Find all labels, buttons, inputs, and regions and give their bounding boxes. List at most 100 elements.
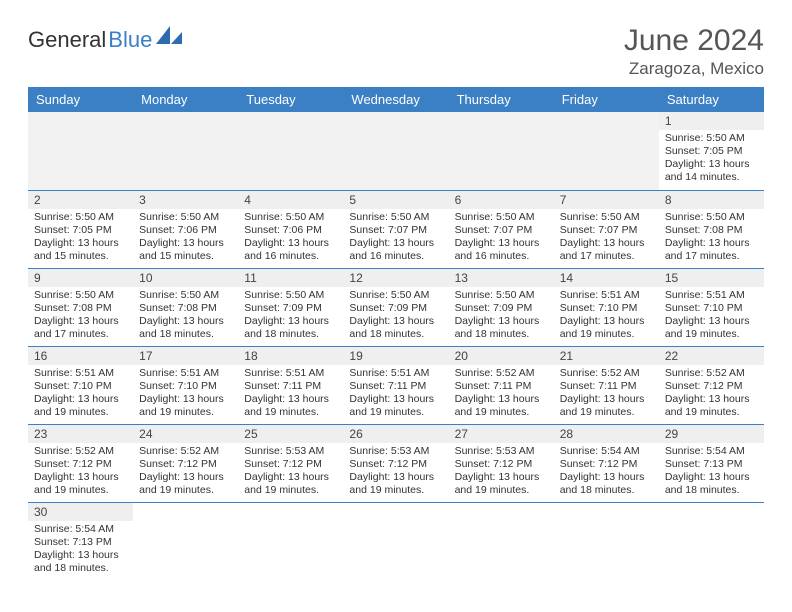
calendar-cell — [28, 112, 133, 190]
calendar-cell: 13Sunrise: 5:50 AMSunset: 7:09 PMDayligh… — [449, 268, 554, 346]
brand-logo: GeneralBlue — [28, 24, 182, 56]
calendar-row: 23Sunrise: 5:52 AMSunset: 7:12 PMDayligh… — [28, 424, 764, 502]
day-number: 25 — [238, 425, 343, 443]
day-details: Sunrise: 5:54 AMSunset: 7:13 PMDaylight:… — [659, 443, 764, 502]
calendar-cell — [449, 502, 554, 580]
col-monday: Monday — [133, 87, 238, 112]
calendar-cell — [554, 112, 659, 190]
day-number: 24 — [133, 425, 238, 443]
day-details: Sunrise: 5:50 AMSunset: 7:07 PMDaylight:… — [343, 209, 448, 268]
col-wednesday: Wednesday — [343, 87, 448, 112]
calendar-cell — [343, 112, 448, 190]
day-number: 21 — [554, 347, 659, 365]
brand-part1: General — [28, 27, 106, 53]
calendar-cell: 1Sunrise: 5:50 AMSunset: 7:05 PMDaylight… — [659, 112, 764, 190]
day-details: Sunrise: 5:52 AMSunset: 7:12 PMDaylight:… — [659, 365, 764, 424]
calendar-table: Sunday Monday Tuesday Wednesday Thursday… — [28, 87, 764, 580]
day-details: Sunrise: 5:50 AMSunset: 7:09 PMDaylight:… — [238, 287, 343, 346]
day-number: 9 — [28, 269, 133, 287]
calendar-cell: 14Sunrise: 5:51 AMSunset: 7:10 PMDayligh… — [554, 268, 659, 346]
calendar-cell: 2Sunrise: 5:50 AMSunset: 7:05 PMDaylight… — [28, 190, 133, 268]
day-details: Sunrise: 5:50 AMSunset: 7:07 PMDaylight:… — [449, 209, 554, 268]
day-number: 30 — [28, 503, 133, 521]
calendar-cell — [133, 502, 238, 580]
calendar-cell: 12Sunrise: 5:50 AMSunset: 7:09 PMDayligh… — [343, 268, 448, 346]
calendar-cell: 15Sunrise: 5:51 AMSunset: 7:10 PMDayligh… — [659, 268, 764, 346]
calendar-cell: 29Sunrise: 5:54 AMSunset: 7:13 PMDayligh… — [659, 424, 764, 502]
day-number: 13 — [449, 269, 554, 287]
day-details: Sunrise: 5:50 AMSunset: 7:05 PMDaylight:… — [28, 209, 133, 268]
day-number: 12 — [343, 269, 448, 287]
day-details: Sunrise: 5:51 AMSunset: 7:11 PMDaylight:… — [343, 365, 448, 424]
day-details: Sunrise: 5:54 AMSunset: 7:12 PMDaylight:… — [554, 443, 659, 502]
calendar-cell: 4Sunrise: 5:50 AMSunset: 7:06 PMDaylight… — [238, 190, 343, 268]
location: Zaragoza, Mexico — [624, 59, 764, 79]
calendar-cell: 17Sunrise: 5:51 AMSunset: 7:10 PMDayligh… — [133, 346, 238, 424]
day-details: Sunrise: 5:51 AMSunset: 7:10 PMDaylight:… — [554, 287, 659, 346]
day-number: 17 — [133, 347, 238, 365]
calendar-row: 30Sunrise: 5:54 AMSunset: 7:13 PMDayligh… — [28, 502, 764, 580]
title-block: June 2024 Zaragoza, Mexico — [624, 24, 764, 79]
calendar-cell — [449, 112, 554, 190]
col-friday: Friday — [554, 87, 659, 112]
day-number: 2 — [28, 191, 133, 209]
day-number: 6 — [449, 191, 554, 209]
calendar-cell: 19Sunrise: 5:51 AMSunset: 7:11 PMDayligh… — [343, 346, 448, 424]
day-number: 8 — [659, 191, 764, 209]
calendar-cell: 8Sunrise: 5:50 AMSunset: 7:08 PMDaylight… — [659, 190, 764, 268]
calendar-cell: 10Sunrise: 5:50 AMSunset: 7:08 PMDayligh… — [133, 268, 238, 346]
day-number: 27 — [449, 425, 554, 443]
day-number: 22 — [659, 347, 764, 365]
calendar-cell: 26Sunrise: 5:53 AMSunset: 7:12 PMDayligh… — [343, 424, 448, 502]
calendar-cell — [343, 502, 448, 580]
day-number: 15 — [659, 269, 764, 287]
day-details: Sunrise: 5:51 AMSunset: 7:10 PMDaylight:… — [28, 365, 133, 424]
day-details: Sunrise: 5:50 AMSunset: 7:08 PMDaylight:… — [133, 287, 238, 346]
day-number: 14 — [554, 269, 659, 287]
day-number: 5 — [343, 191, 448, 209]
day-details: Sunrise: 5:50 AMSunset: 7:09 PMDaylight:… — [449, 287, 554, 346]
day-details: Sunrise: 5:50 AMSunset: 7:06 PMDaylight:… — [238, 209, 343, 268]
day-details: Sunrise: 5:51 AMSunset: 7:10 PMDaylight:… — [133, 365, 238, 424]
day-details: Sunrise: 5:50 AMSunset: 7:09 PMDaylight:… — [343, 287, 448, 346]
day-details: Sunrise: 5:50 AMSunset: 7:05 PMDaylight:… — [659, 130, 764, 189]
calendar-row: 2Sunrise: 5:50 AMSunset: 7:05 PMDaylight… — [28, 190, 764, 268]
calendar-cell: 23Sunrise: 5:52 AMSunset: 7:12 PMDayligh… — [28, 424, 133, 502]
calendar-cell — [659, 502, 764, 580]
day-details: Sunrise: 5:51 AMSunset: 7:10 PMDaylight:… — [659, 287, 764, 346]
col-thursday: Thursday — [449, 87, 554, 112]
day-details: Sunrise: 5:52 AMSunset: 7:12 PMDaylight:… — [28, 443, 133, 502]
day-details: Sunrise: 5:52 AMSunset: 7:12 PMDaylight:… — [133, 443, 238, 502]
day-number: 26 — [343, 425, 448, 443]
day-number: 20 — [449, 347, 554, 365]
day-number: 11 — [238, 269, 343, 287]
calendar-header-row: Sunday Monday Tuesday Wednesday Thursday… — [28, 87, 764, 112]
col-saturday: Saturday — [659, 87, 764, 112]
calendar-cell: 24Sunrise: 5:52 AMSunset: 7:12 PMDayligh… — [133, 424, 238, 502]
calendar-cell: 20Sunrise: 5:52 AMSunset: 7:11 PMDayligh… — [449, 346, 554, 424]
day-details: Sunrise: 5:50 AMSunset: 7:08 PMDaylight:… — [659, 209, 764, 268]
day-number: 16 — [28, 347, 133, 365]
day-number: 7 — [554, 191, 659, 209]
calendar-cell: 5Sunrise: 5:50 AMSunset: 7:07 PMDaylight… — [343, 190, 448, 268]
calendar-cell: 7Sunrise: 5:50 AMSunset: 7:07 PMDaylight… — [554, 190, 659, 268]
calendar-cell — [238, 502, 343, 580]
day-details: Sunrise: 5:53 AMSunset: 7:12 PMDaylight:… — [449, 443, 554, 502]
day-number: 1 — [659, 112, 764, 130]
calendar-cell: 16Sunrise: 5:51 AMSunset: 7:10 PMDayligh… — [28, 346, 133, 424]
month-title: June 2024 — [624, 24, 764, 57]
day-details: Sunrise: 5:52 AMSunset: 7:11 PMDaylight:… — [554, 365, 659, 424]
calendar-cell: 25Sunrise: 5:53 AMSunset: 7:12 PMDayligh… — [238, 424, 343, 502]
calendar-cell: 30Sunrise: 5:54 AMSunset: 7:13 PMDayligh… — [28, 502, 133, 580]
day-number: 18 — [238, 347, 343, 365]
day-details: Sunrise: 5:51 AMSunset: 7:11 PMDaylight:… — [238, 365, 343, 424]
header: GeneralBlue June 2024 Zaragoza, Mexico — [28, 24, 764, 79]
day-details: Sunrise: 5:50 AMSunset: 7:08 PMDaylight:… — [28, 287, 133, 346]
day-number: 19 — [343, 347, 448, 365]
day-number: 23 — [28, 425, 133, 443]
sail-icon — [156, 24, 182, 50]
day-details: Sunrise: 5:53 AMSunset: 7:12 PMDaylight:… — [238, 443, 343, 502]
calendar-cell: 6Sunrise: 5:50 AMSunset: 7:07 PMDaylight… — [449, 190, 554, 268]
day-details: Sunrise: 5:54 AMSunset: 7:13 PMDaylight:… — [28, 521, 133, 580]
calendar-row: 1Sunrise: 5:50 AMSunset: 7:05 PMDaylight… — [28, 112, 764, 190]
